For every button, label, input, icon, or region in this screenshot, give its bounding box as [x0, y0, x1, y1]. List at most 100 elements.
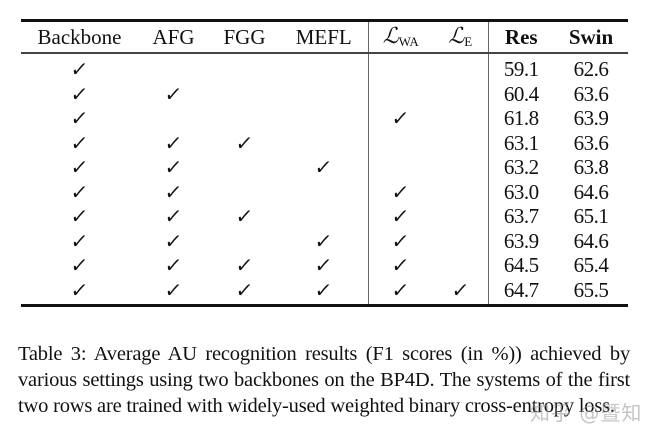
score-value: 63.8: [573, 155, 609, 180]
cell-afg: ✓: [138, 229, 209, 254]
cell-res: 63.2: [487, 155, 554, 180]
cell-mefl: [280, 106, 368, 131]
score-value: 63.9: [503, 228, 539, 253]
table-caption: Table 3: Average AU recognition results …: [18, 343, 630, 417]
cell-l-e: [433, 229, 488, 254]
cell-swin: 62.6: [554, 53, 628, 82]
score-value: 63.0: [503, 179, 539, 204]
cell-backbone: ✓: [21, 53, 138, 82]
checkmark-icon: ✓: [69, 228, 90, 253]
header-afg: AFG: [152, 24, 195, 49]
score-value: 59.1: [503, 57, 539, 82]
checkmark-icon: ✓: [163, 277, 184, 302]
cell-backbone: ✓: [21, 82, 138, 107]
checkmark-icon: ✓: [163, 204, 184, 229]
table-row: ✓ ✓ ✓ ✓ 63.7 65.1: [21, 204, 628, 229]
cell-swin: 63.9: [554, 106, 628, 131]
cell-swin: 63.6: [554, 82, 628, 107]
table-row: ✓ ✓ ✓ ✓ ✓ ✓ 64.7 65.5: [21, 277, 628, 306]
score-value: 63.2: [503, 155, 539, 180]
score-value: 64.7: [503, 277, 539, 302]
cell-l-wa: [367, 155, 433, 180]
cell-l-e: [433, 180, 488, 205]
header-mefl: MEFL: [295, 24, 352, 49]
score-value: 63.6: [573, 81, 609, 106]
checkmark-icon: ✓: [163, 179, 184, 204]
checkmark-icon: ✓: [163, 253, 184, 278]
table-body: ✓ 59.1 62.6 ✓ ✓ 60.4 63.6 ✓ ✓ 61.8 63.9 ✓ ✓ ✓ 63.1 63.6…: [21, 53, 628, 306]
score-value: 64.6: [573, 179, 609, 204]
cell-afg: ✓: [138, 82, 209, 107]
table-row: ✓ ✓ ✓ ✓ ✓ 64.5 65.4: [21, 253, 628, 278]
cell-mefl: [280, 180, 368, 205]
cell-fgg: ✓: [209, 253, 280, 278]
header-res: Res: [487, 20, 554, 53]
subscript-wa: WA: [398, 34, 419, 49]
header-l-wa: ℒWA: [367, 20, 433, 53]
checkmark-icon: ✓: [390, 179, 411, 204]
cell-fgg: [209, 82, 280, 107]
cell-backbone: ✓: [21, 278, 138, 306]
table-row: ✓ ✓ ✓ 63.0 64.6: [21, 179, 628, 205]
cell-l-wa: [367, 81, 433, 106]
cell-afg: ✓: [138, 155, 209, 180]
cell-l-wa: [367, 53, 433, 82]
cell-afg: ✓: [138, 180, 209, 205]
cell-fgg: [209, 229, 280, 254]
cell-backbone: ✓: [21, 106, 138, 131]
checkmark-icon: ✓: [69, 106, 90, 131]
cell-l-wa: ✓: [367, 277, 433, 306]
checkmark-icon: ✓: [69, 204, 90, 229]
cell-l-e: [433, 131, 488, 156]
score-value: 61.8: [503, 106, 539, 131]
table-row: ✓ ✓ ✓ ✓ 63.9 64.6: [21, 228, 628, 254]
script-l-symbol: ℒ: [382, 24, 399, 49]
checkmark-icon: ✓: [390, 253, 411, 278]
score-value: 60.4: [503, 81, 539, 106]
cell-fgg: [209, 53, 280, 82]
checkmark-icon: ✓: [313, 253, 334, 278]
cell-res: 64.7: [487, 277, 554, 306]
cell-l-e: ✓: [433, 278, 488, 306]
cell-fgg: ✓: [209, 131, 280, 156]
checkmark-icon: ✓: [390, 204, 411, 229]
table-row: ✓ 59.1 62.6: [21, 53, 628, 82]
checkmark-icon: ✓: [313, 277, 334, 302]
cell-swin: 63.8: [554, 155, 628, 180]
cell-mefl: ✓: [280, 155, 368, 180]
checkmark-icon: ✓: [69, 155, 90, 180]
cell-swin: 65.5: [554, 278, 628, 306]
checkmark-icon: ✓: [313, 228, 334, 253]
cell-fgg: [209, 180, 280, 205]
checkmark-icon: ✓: [163, 228, 184, 253]
table-row: ✓ ✓ ✓ 63.1 63.6: [21, 130, 628, 156]
cell-res: 63.1: [487, 130, 554, 155]
score-value: 63.9: [573, 106, 609, 131]
checkmark-icon: ✓: [234, 253, 255, 278]
cell-swin: 64.6: [554, 180, 628, 205]
cell-afg: ✓: [138, 278, 209, 306]
score-value: 64.6: [573, 228, 609, 253]
checkmark-icon: ✓: [69, 130, 90, 155]
cell-mefl: [280, 131, 368, 156]
score-value: 63.6: [573, 130, 609, 155]
cell-res: 63.0: [487, 179, 554, 204]
cell-mefl: [280, 82, 368, 107]
watermark: 知乎 @暨知: [530, 401, 643, 425]
subscript-e: E: [464, 34, 473, 49]
checkmark-icon: ✓: [390, 277, 411, 302]
checkmark-icon: ✓: [69, 179, 90, 204]
cell-res: 60.4: [487, 81, 554, 106]
cell-l-e: [433, 106, 488, 131]
table-row: ✓ ✓ 60.4 63.6: [21, 81, 628, 107]
score-value: 63.1: [503, 130, 539, 155]
score-value: 64.5: [503, 253, 539, 278]
score-value: 63.7: [503, 204, 539, 229]
checkmark-icon: ✓: [69, 57, 90, 82]
cell-swin: 65.4: [554, 253, 628, 278]
cell-mefl: ✓: [280, 278, 368, 306]
results-table-container: Backbone AFG FGG MEFL ℒWA ℒE Res Swin ✓ 5…: [21, 19, 628, 307]
checkmark-icon: ✓: [313, 155, 334, 180]
cell-l-e: [433, 82, 488, 107]
cell-backbone: ✓: [21, 253, 138, 278]
